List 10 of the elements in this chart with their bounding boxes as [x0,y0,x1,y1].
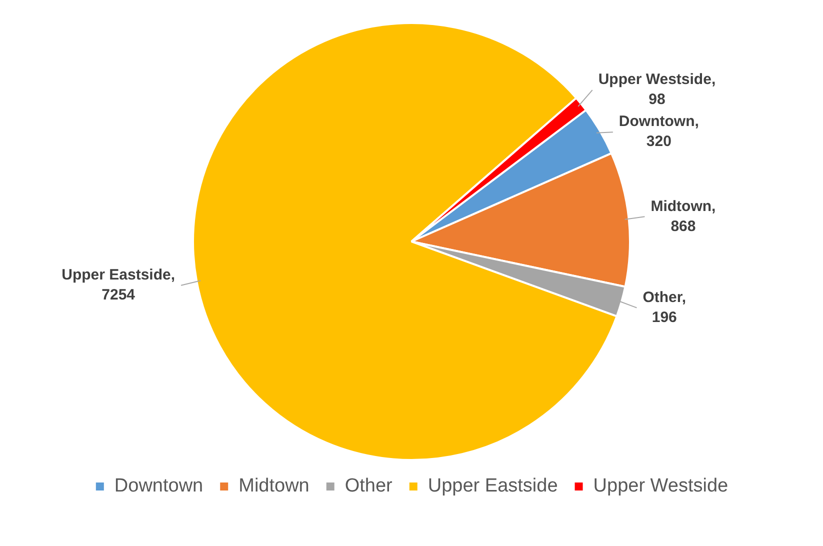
data-label: Upper Eastside, 7254 [62,266,176,304]
data-label: Downtown, 320 [618,113,699,150]
legend-label: Other [344,476,394,497]
legend-label: Upper Westside [593,476,728,497]
data-label: Upper Westside, 98 [598,71,716,108]
data-label: Other, 196 [642,288,686,326]
data-label: Midtown, 868 [650,198,716,235]
legend-label: Midtown [238,476,310,497]
legend-label: Upper Eastside [428,476,558,497]
legend-label: Downtown [114,476,204,497]
